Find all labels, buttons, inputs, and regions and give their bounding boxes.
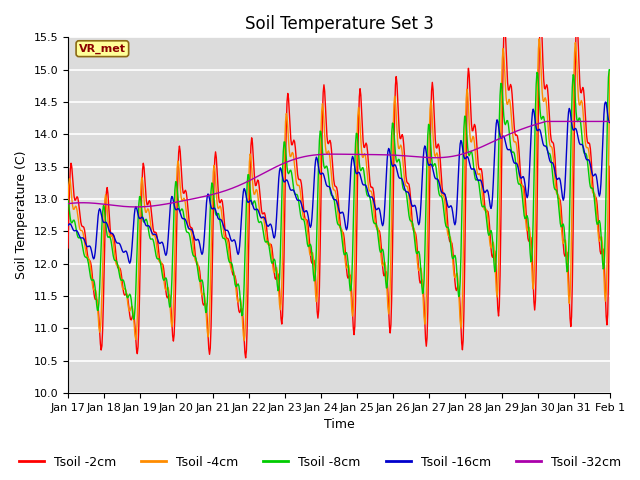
Legend: Tsoil -2cm, Tsoil -4cm, Tsoil -8cm, Tsoil -16cm, Tsoil -32cm: Tsoil -2cm, Tsoil -4cm, Tsoil -8cm, Tsoi… [14, 451, 626, 474]
Y-axis label: Soil Temperature (C): Soil Temperature (C) [15, 151, 28, 279]
Title: Soil Temperature Set 3: Soil Temperature Set 3 [244, 15, 433, 33]
Text: VR_met: VR_met [79, 44, 126, 54]
X-axis label: Time: Time [324, 419, 355, 432]
